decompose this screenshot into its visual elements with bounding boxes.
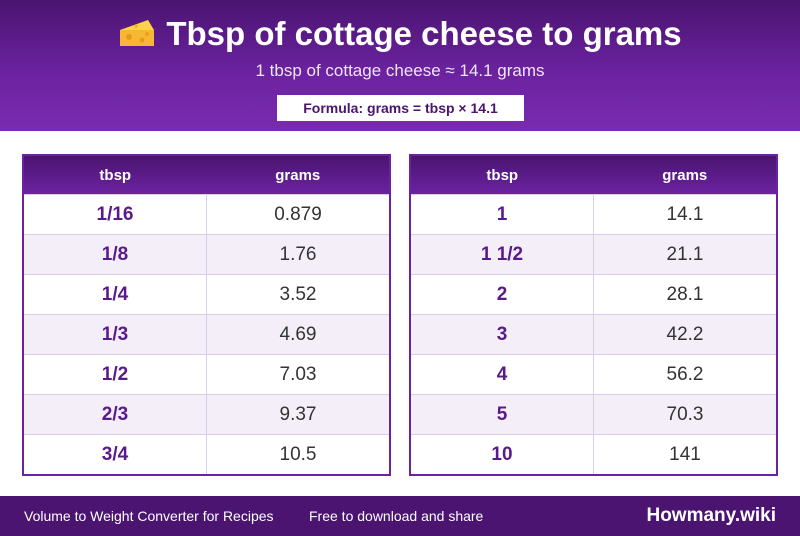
table-row: 3/4 10.5 bbox=[23, 434, 390, 475]
grams-cell: 3.52 bbox=[206, 274, 390, 315]
tbsp-cell: 10 bbox=[410, 434, 594, 475]
formula-box: Formula: grams = tbsp × 14.1 bbox=[277, 95, 524, 121]
tbsp-cell: 1/2 bbox=[23, 354, 207, 395]
table-row: 1 1/2 21.1 bbox=[410, 234, 777, 275]
table-header-row: tbsp grams bbox=[410, 155, 777, 195]
table-row: 5 70.3 bbox=[410, 394, 777, 435]
footer-description: Volume to Weight Converter for Recipes bbox=[24, 508, 274, 524]
grams-cell: 10.5 bbox=[206, 434, 390, 475]
grams-cell: 7.03 bbox=[206, 354, 390, 395]
table-row: 1 14.1 bbox=[410, 194, 777, 235]
grams-cell: 56.2 bbox=[593, 354, 777, 395]
page-title: Tbsp of cottage cheese to grams bbox=[0, 14, 800, 54]
header-banner: Tbsp of cottage cheese to grams 1 tbsp o… bbox=[0, 0, 800, 131]
grams-cell: 14.1 bbox=[593, 194, 777, 235]
tbsp-cell: 4 bbox=[410, 354, 594, 395]
conversion-table-left: tbsp grams 1/16 0.879 1/8 1.76 1/4 3.52 1/3… bbox=[22, 154, 391, 476]
column-header-grams: grams bbox=[206, 155, 390, 195]
cheese-icon bbox=[120, 20, 155, 46]
title-text: Tbsp of cottage cheese to grams bbox=[166, 15, 682, 52]
tbsp-cell: 3/4 bbox=[23, 434, 207, 475]
tbsp-cell: 5 bbox=[410, 394, 594, 435]
grams-cell: 1.76 bbox=[206, 234, 390, 275]
grams-cell: 28.1 bbox=[593, 274, 777, 315]
conversion-table-right: tbsp grams 1 14.1 1 1/2 21.1 2 28.1 3 42.2 4… bbox=[409, 154, 778, 476]
tbsp-cell: 3 bbox=[410, 314, 594, 355]
brand-logo-text[interactable]: Howmany.wiki bbox=[646, 505, 776, 526]
footer-bar: Volume to Weight Converter for Recipes F… bbox=[0, 496, 800, 536]
table-row: 1/4 3.52 bbox=[23, 274, 390, 315]
table-row: 4 56.2 bbox=[410, 354, 777, 395]
tbsp-cell: 1/16 bbox=[23, 194, 207, 235]
tbsp-cell: 1/8 bbox=[23, 234, 207, 275]
grams-cell: 9.37 bbox=[206, 394, 390, 435]
tbsp-cell: 2/3 bbox=[23, 394, 207, 435]
footer-tagline: Free to download and share bbox=[309, 508, 484, 524]
grams-cell: 70.3 bbox=[593, 394, 777, 435]
column-header-grams: grams bbox=[593, 155, 777, 195]
table-row: 1/2 7.03 bbox=[23, 354, 390, 395]
column-header-tbsp: tbsp bbox=[410, 155, 594, 195]
tbsp-cell: 1 bbox=[410, 194, 594, 235]
tbsp-cell: 1 1/2 bbox=[410, 234, 594, 275]
tbsp-cell: 2 bbox=[410, 274, 594, 315]
table-row: 10 141 bbox=[410, 434, 777, 475]
table-row: 2/3 9.37 bbox=[23, 394, 390, 435]
grams-cell: 141 bbox=[593, 434, 777, 475]
table-row: 2 28.1 bbox=[410, 274, 777, 315]
table-row: 1/16 0.879 bbox=[23, 194, 390, 235]
grams-cell: 42.2 bbox=[593, 314, 777, 355]
tbsp-cell: 1/3 bbox=[23, 314, 207, 355]
table-row: 3 42.2 bbox=[410, 314, 777, 355]
tbsp-cell: 1/4 bbox=[23, 274, 207, 315]
column-header-tbsp: tbsp bbox=[23, 155, 207, 195]
grams-cell: 4.69 bbox=[206, 314, 390, 355]
grams-cell: 21.1 bbox=[593, 234, 777, 275]
grams-cell: 0.879 bbox=[206, 194, 390, 235]
table-header-row: tbsp grams bbox=[23, 155, 390, 195]
table-row: 1/8 1.76 bbox=[23, 234, 390, 275]
table-row: 1/3 4.69 bbox=[23, 314, 390, 355]
subtitle: 1 tbsp of cottage cheese ≈ 14.1 grams bbox=[255, 61, 545, 80]
